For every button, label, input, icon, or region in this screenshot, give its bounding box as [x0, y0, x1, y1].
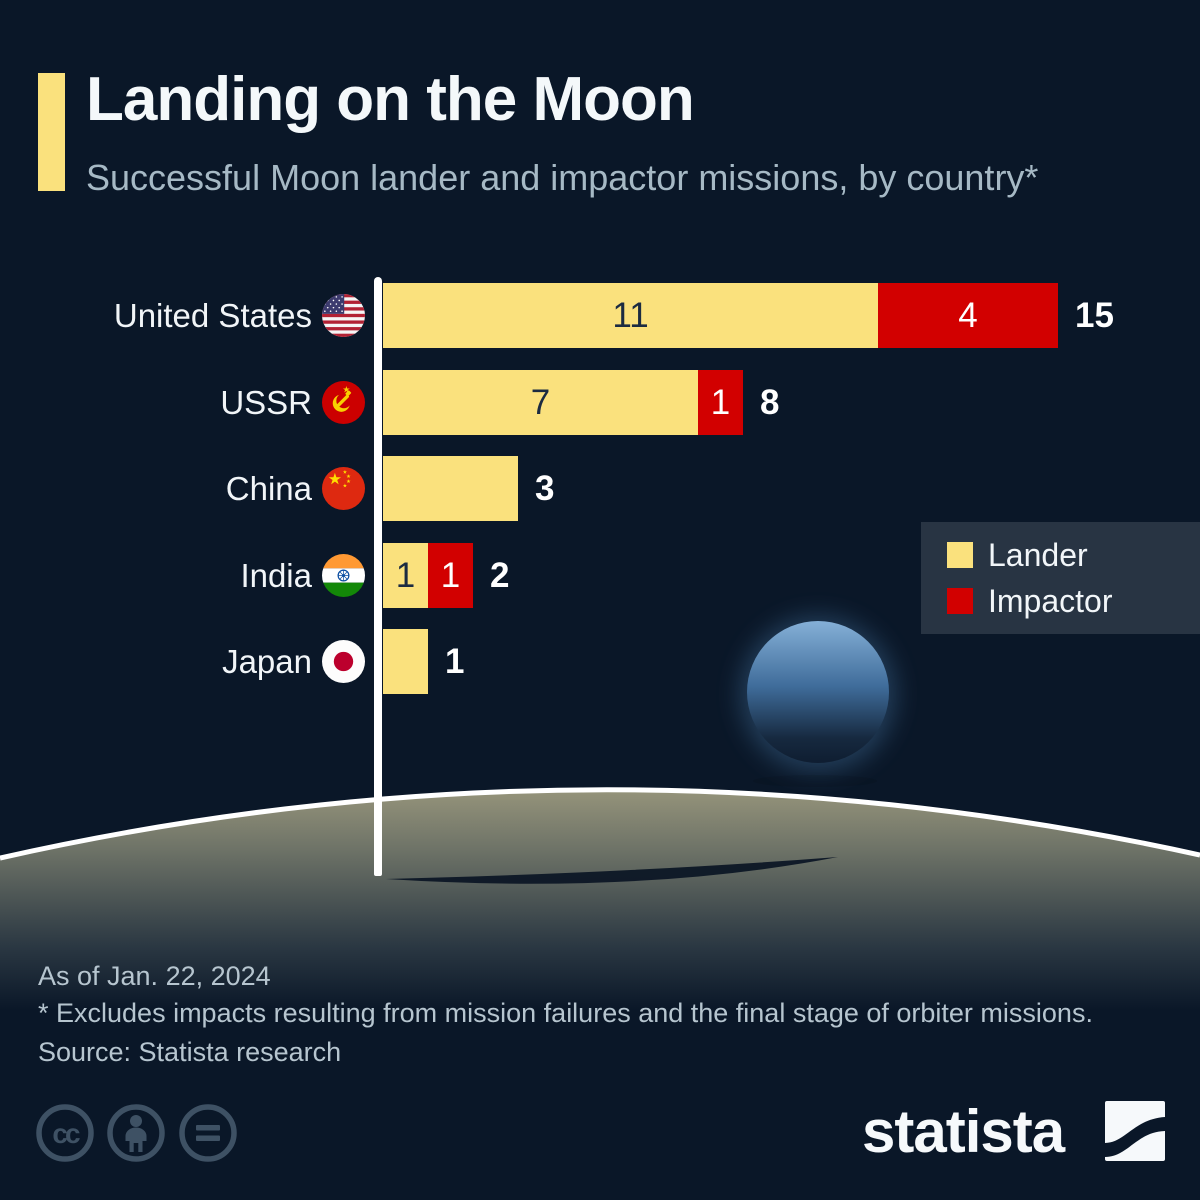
us-flag-icon	[322, 294, 365, 337]
impactor-bar-segment: 4	[878, 283, 1058, 348]
svg-text:cc: cc	[52, 1118, 80, 1149]
total-value-label: 1	[445, 641, 465, 681]
lander-value-label: 7	[530, 382, 551, 422]
lander-bar-segment: 11	[383, 283, 878, 348]
country-label: Japan	[222, 643, 312, 680]
japan-flag-icon	[322, 640, 365, 683]
chart-row-japan: Japan 1	[0, 629, 1200, 694]
total-value-label: 15	[1075, 295, 1114, 335]
cc-icon: cc	[52, 1118, 83, 1149]
as-of-date: As of Jan. 22, 2024	[38, 961, 271, 991]
lander-bar-segment	[383, 456, 518, 521]
impactor-swatch-icon	[947, 588, 973, 614]
lander-bar-segment: 1	[383, 543, 428, 608]
impactor-value-label: 1	[440, 555, 461, 595]
statista-logo[interactable]: statista	[862, 1098, 1174, 1166]
lander-value-label: 1	[395, 555, 416, 595]
flag-pole-axis	[374, 277, 382, 876]
lander-bar-segment	[383, 629, 428, 694]
source-line: Source: Statista research	[38, 1037, 342, 1067]
page-subtitle: Successful Moon lander and impactor miss…	[86, 157, 1039, 198]
country-label: China	[225, 470, 312, 507]
chart-row-united-states: United States	[0, 283, 1200, 348]
chart-legend: Lander Impactor	[921, 522, 1200, 634]
total-value-label: 8	[760, 382, 780, 422]
india-flag-icon	[322, 554, 365, 597]
legend-item-impactor: Impactor	[947, 583, 1200, 620]
lander-bar-segment: 7	[383, 370, 698, 435]
china-flag-icon	[322, 467, 365, 510]
page-title: Landing on the Moon	[86, 65, 695, 134]
impactor-value-label: 4	[958, 295, 978, 335]
total-value-label: 2	[490, 555, 510, 595]
impactor-bar-segment: 1	[428, 543, 473, 608]
legend-label: Lander	[988, 536, 1088, 573]
country-label: USSR	[220, 384, 312, 421]
legend-label: Impactor	[988, 582, 1113, 619]
ussr-flag-icon	[322, 381, 365, 424]
attribution-person-icon	[125, 1115, 147, 1152]
country-label: India	[240, 557, 312, 594]
impactor-bar-segment: 1	[698, 370, 743, 435]
no-derivatives-equals-icon	[196, 1125, 220, 1141]
total-value-label: 3	[535, 468, 555, 508]
statista-swoosh-icon	[1105, 1101, 1165, 1161]
legend-item-lander: Lander	[947, 537, 1200, 574]
creative-commons-license-icons[interactable]: cc	[34, 1100, 274, 1166]
lander-swatch-icon	[947, 542, 973, 568]
statista-wordmark: statista	[862, 1098, 1066, 1165]
chart-row-india: India	[0, 543, 1200, 608]
title-accent-bar	[38, 73, 65, 191]
lander-value-label: 11	[612, 295, 649, 335]
chart-row-ussr: USSR 7	[0, 370, 1200, 435]
footnote: * Excludes impacts resulting from missio…	[38, 998, 1093, 1028]
impactor-value-label: 1	[710, 382, 731, 422]
country-label: United States	[113, 297, 312, 334]
chart-row-china: China	[0, 456, 1200, 521]
